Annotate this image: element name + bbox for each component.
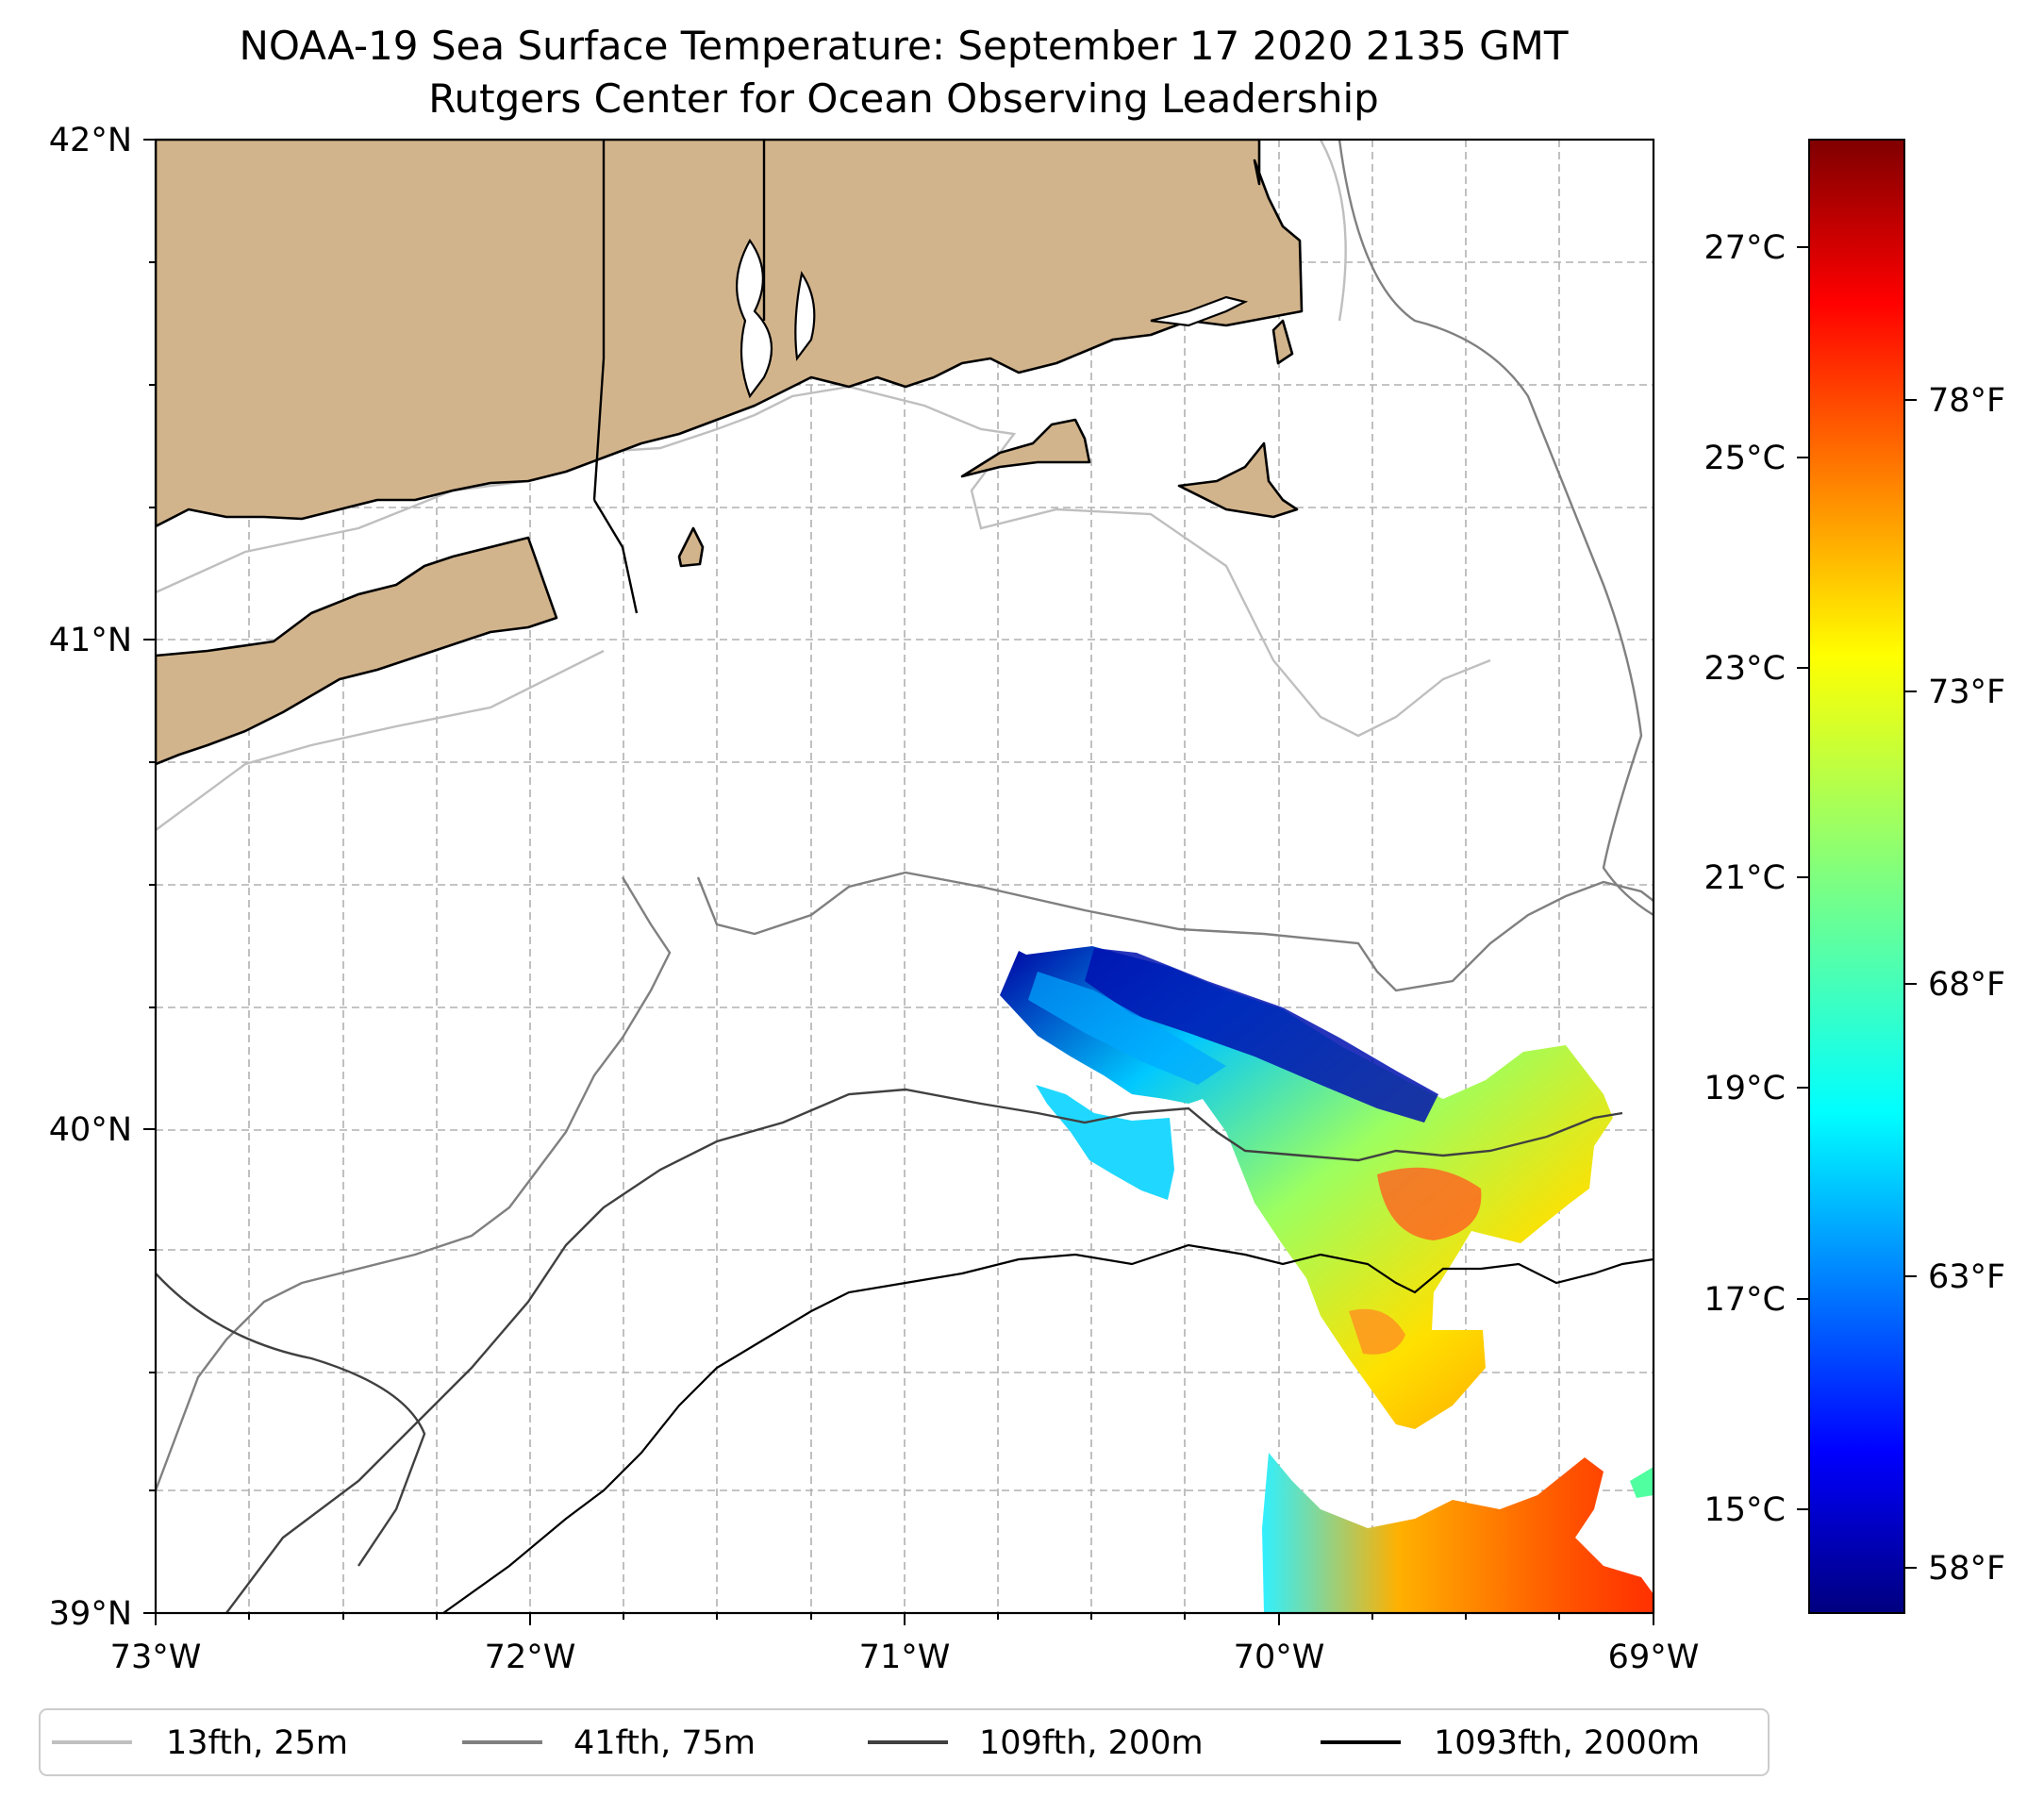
lat-label-42n: 42°N	[49, 122, 132, 159]
colorbar-label-23c: 23°C	[1704, 650, 1786, 688]
lon-label-71w: 71°W	[859, 1639, 951, 1676]
colorbar-label-17c: 17°C	[1704, 1281, 1786, 1319]
lon-axis	[155, 1613, 1654, 1625]
colorbar-label-58f: 58°F	[1928, 1550, 2005, 1588]
land-nantucket	[1177, 441, 1299, 519]
sst-cool-band	[1028, 972, 1226, 1085]
legend-label-25m: 13fth, 25m	[166, 1724, 348, 1762]
map-area	[156, 140, 1653, 1613]
lon-label-69w: 69°W	[1608, 1639, 1700, 1676]
sst-warm-spot-2	[1349, 1308, 1405, 1355]
colorbar-fahrenheit-ticks	[1904, 399, 1917, 1569]
isobath-200m	[225, 1088, 1623, 1613]
land-monomoy	[1271, 319, 1294, 365]
lat-label-41n: 41°N	[49, 622, 132, 659]
legend-label-2000m: 1093fth, 2000m	[1434, 1724, 1700, 1762]
legend-label-200m: 109fth, 200m	[979, 1724, 1204, 1762]
sst-data	[1000, 946, 1653, 1613]
state-borders	[592, 140, 766, 614]
land-block-island	[677, 526, 705, 568]
map-subtitle: Rutgers Center for Ocean Observing Leade…	[428, 75, 1379, 122]
colorbar-label-25c: 25°C	[1704, 440, 1786, 477]
lon-label-73w: 73°W	[110, 1639, 202, 1676]
isobath-2000m	[442, 1243, 1653, 1613]
colorbar-label-73f: 73°F	[1928, 674, 2005, 711]
land	[156, 140, 1304, 766]
colorbar-label-21c: 21°C	[1704, 859, 1786, 897]
lat-label-39n: 39°N	[49, 1595, 132, 1633]
lat-label-40n: 40°N	[49, 1111, 132, 1149]
sst-patch-south	[1262, 1453, 1653, 1613]
sst-patch-east	[1630, 1467, 1653, 1498]
colorbar-label-63f: 63°F	[1928, 1258, 2005, 1296]
sst-patch-west	[1036, 1085, 1174, 1200]
colorbar	[1808, 139, 1905, 1614]
colorbar-label-27c: 27°C	[1704, 229, 1786, 267]
map-title: NOAA-19 Sea Surface Temperature: Septemb…	[239, 23, 1568, 69]
land-mainland	[156, 140, 1304, 528]
colorbar-label-78f: 78°F	[1928, 382, 2005, 420]
sst-cold-core	[1085, 948, 1438, 1123]
colorbar-label-15c: 15°C	[1704, 1491, 1786, 1529]
sst-warm-spot	[1377, 1167, 1482, 1240]
colorbar-label-68f: 68°F	[1928, 966, 2005, 1004]
isobath-75m	[1338, 140, 1653, 917]
land-marthas-vineyard	[960, 418, 1091, 478]
legend-label-75m: 41fth, 75m	[573, 1724, 756, 1762]
lat-axis	[143, 139, 156, 1614]
sst-patch-main	[1000, 946, 1613, 1429]
colorbar-label-19c: 19°C	[1704, 1070, 1786, 1107]
lon-label-70w: 70°W	[1234, 1639, 1325, 1676]
land-long-island	[156, 536, 558, 766]
colorbar-celsius-ticks	[1797, 246, 1809, 1510]
lon-label-72w: 72°W	[485, 1639, 576, 1676]
